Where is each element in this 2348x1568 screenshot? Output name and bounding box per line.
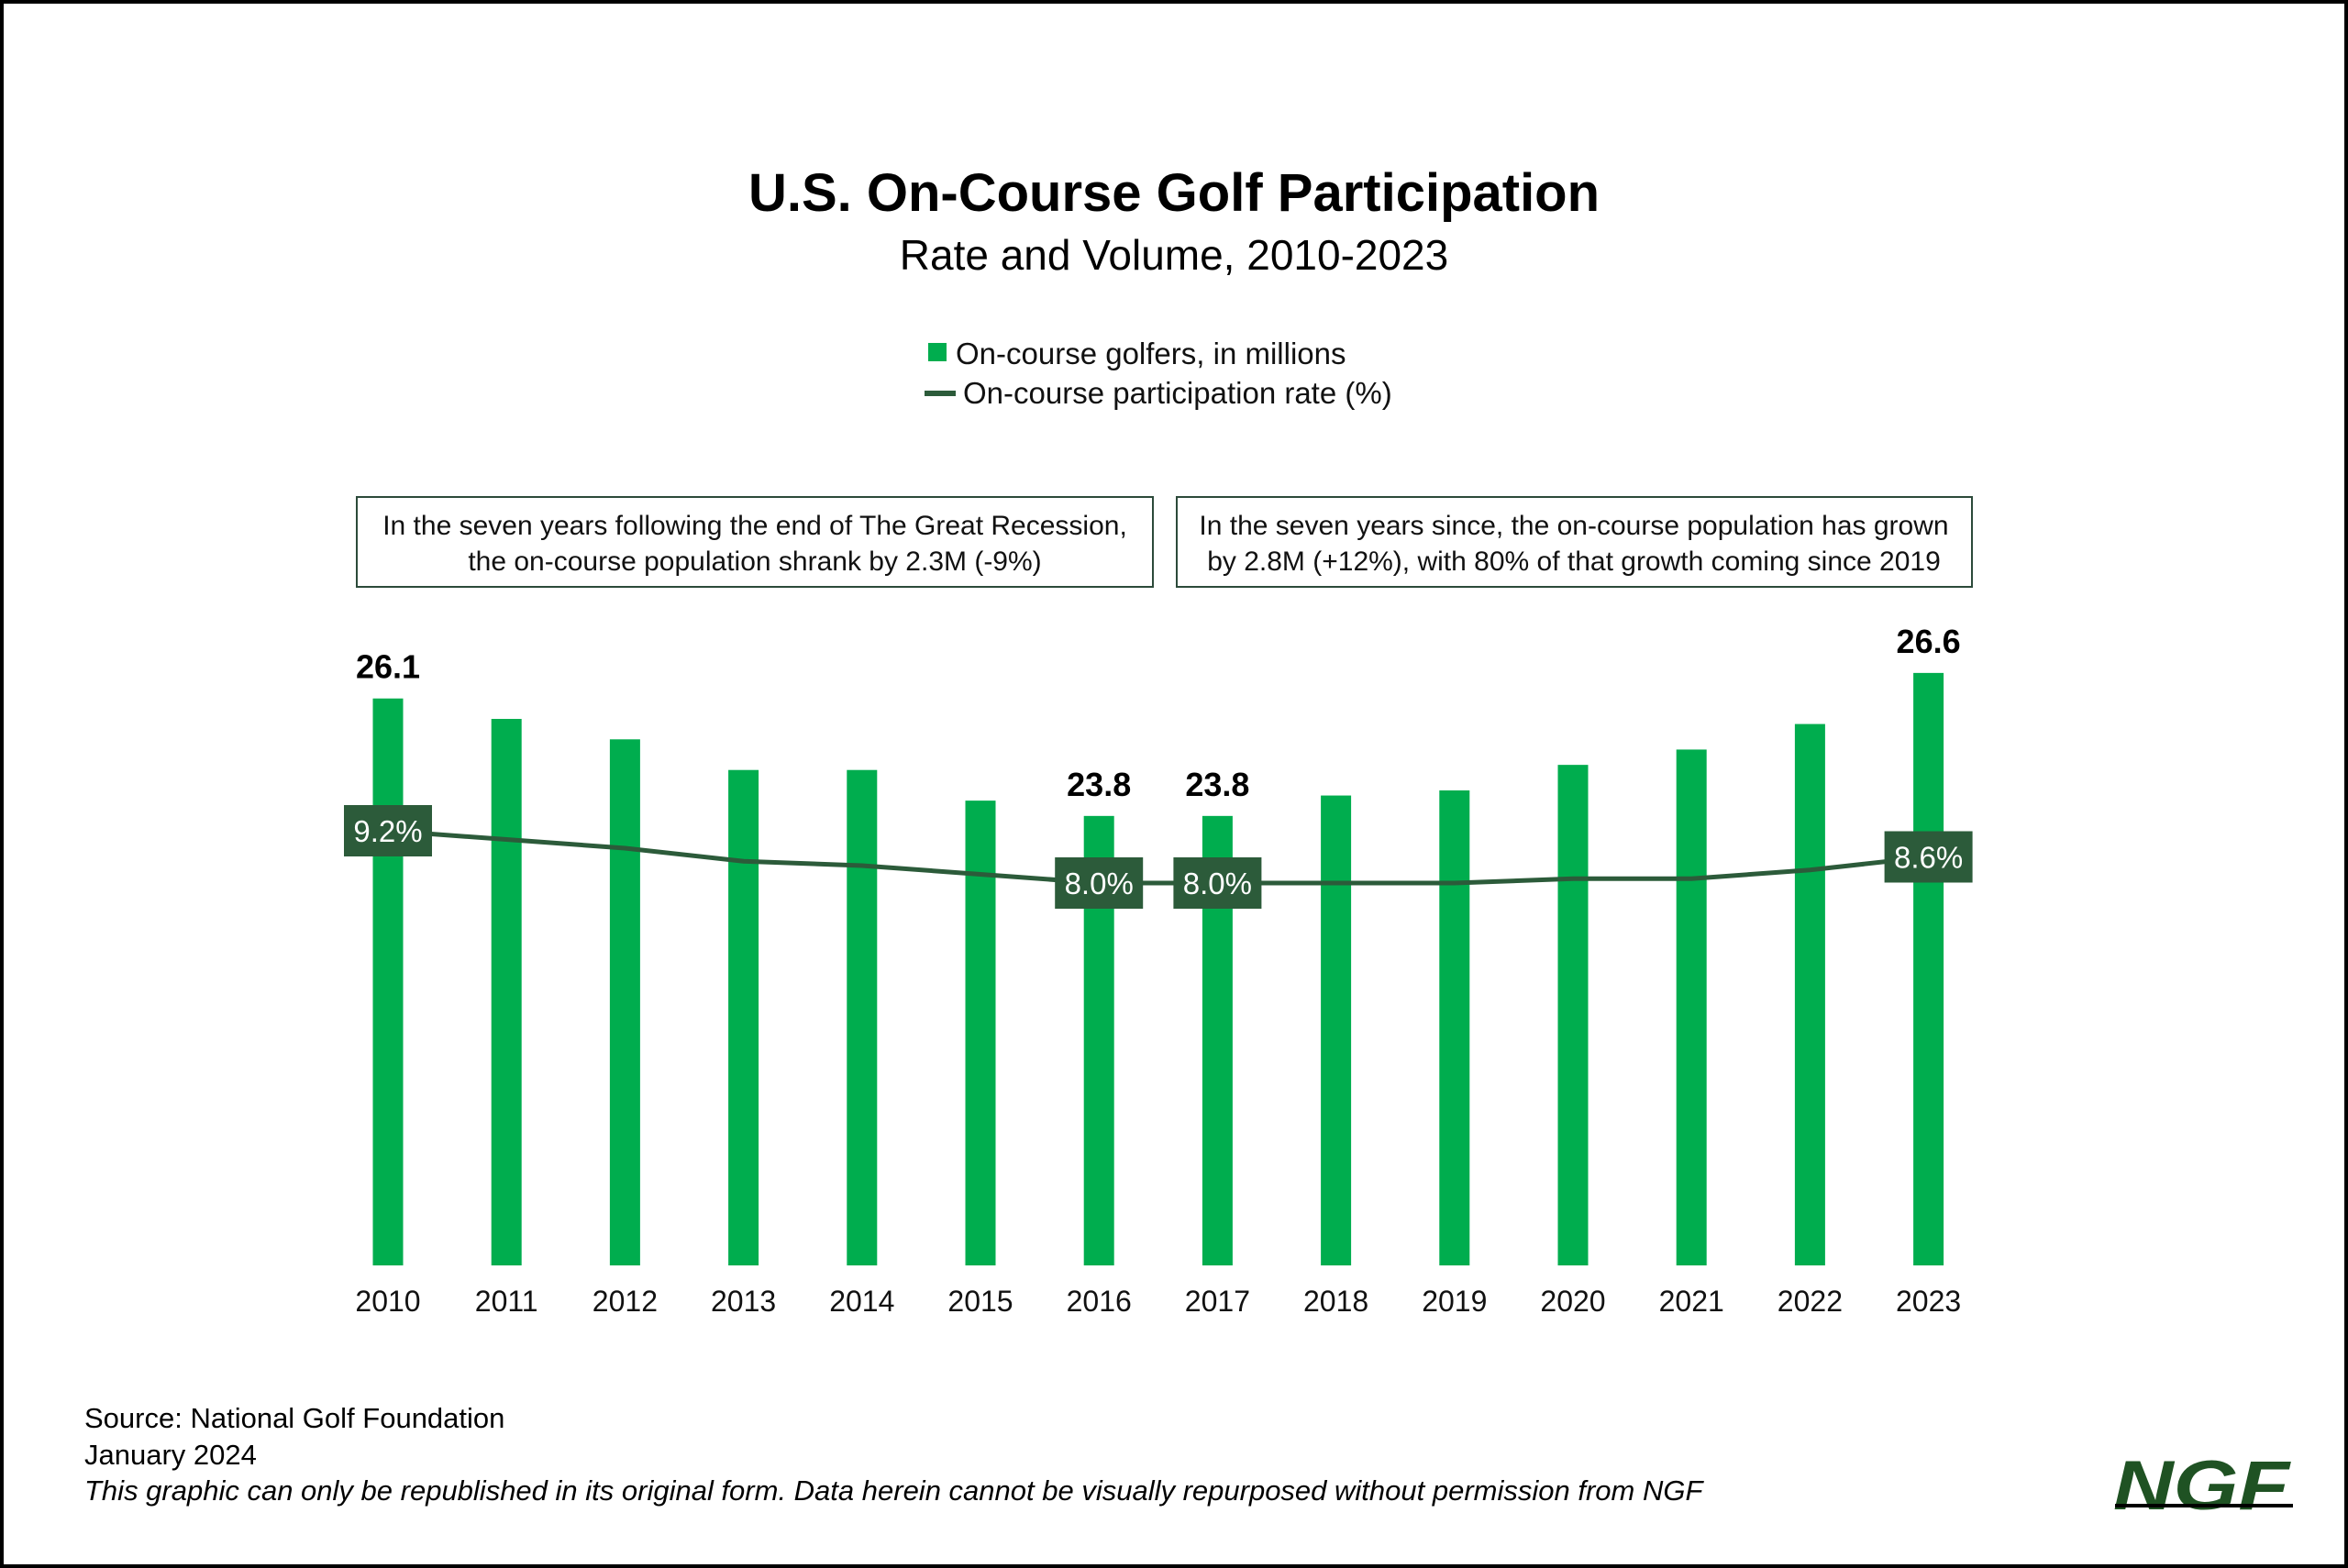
x-tick-label: 2021: [1659, 1285, 1724, 1318]
bar-2012: [609, 739, 640, 1265]
rate-label-box: [1173, 857, 1262, 909]
source-label: Source: [84, 1402, 174, 1434]
rate-value-label: 9.2%: [353, 814, 422, 848]
bar-series: [372, 672, 1944, 1265]
x-tick-label: 2015: [947, 1285, 1013, 1318]
legend: On-course golfers, in millions On-course…: [925, 337, 1392, 410]
annotation-line: by 2.8M (+12%), with 80% of that growth …: [1207, 547, 1941, 577]
annotation-box-growth: In the seven years since, the on-course …: [1176, 496, 1973, 588]
source-value: : National Golf Foundation: [174, 1402, 504, 1434]
logo-underline: [2115, 1504, 2293, 1507]
rate-line: [387, 828, 1929, 886]
bar-value-label: 26.6: [1897, 623, 1961, 660]
rate-label-box: [1055, 857, 1144, 909]
rate-label-box: [1884, 831, 1973, 883]
x-tick-label: 2023: [1896, 1285, 1961, 1318]
x-tick-label: 2019: [1422, 1285, 1487, 1318]
bar-2022: [1794, 723, 1825, 1265]
legend-line-swatch: [925, 391, 956, 396]
bar-2011: [491, 719, 522, 1265]
date-text: January 2024: [84, 1439, 257, 1471]
legend-label-golfers: On-course golfers, in millions: [956, 337, 1346, 370]
annotation-line: the on-course population shrank by 2.3M …: [468, 547, 1041, 577]
bar-value-label: 23.8: [1067, 766, 1131, 803]
bar-2018: [1321, 795, 1352, 1265]
x-tick-label: 2014: [829, 1285, 894, 1318]
x-tick-label: 2018: [1303, 1285, 1368, 1318]
legend-bar-swatch: [928, 343, 947, 361]
permission-note: This graphic can only be republished in …: [84, 1474, 1704, 1507]
bar-2010: [372, 698, 404, 1265]
rate-label-box: [344, 805, 432, 856]
chart-title: U.S. On-Course Golf Participation: [748, 163, 1600, 223]
ngf-logo: NGF: [2113, 1447, 2293, 1525]
footer: Source: National Golf Foundation January…: [84, 1402, 1704, 1507]
bar-2021: [1676, 749, 1707, 1265]
bar-2019: [1439, 790, 1470, 1265]
x-tick-label: 2020: [1540, 1285, 1605, 1318]
bar-2020: [1557, 765, 1589, 1265]
x-axis: 2010 2011 2012 2013 2014 2015 2016 2017 2018 2019…: [355, 1285, 1961, 1318]
chart-subtitle: Rate and Volume, 2010-2023: [900, 231, 1448, 279]
x-tick-label: 2013: [711, 1285, 776, 1318]
x-tick-label: 2011: [475, 1285, 538, 1318]
x-tick-label: 2022: [1778, 1285, 1843, 1318]
x-tick-label: 2010: [355, 1285, 420, 1318]
rate-value-label: 8.0%: [1183, 867, 1252, 900]
bar-2014: [847, 769, 878, 1265]
bar-2015: [965, 801, 996, 1265]
annotation-line: In the seven years since, the on-course …: [1199, 511, 1948, 541]
annotation-box-recession: In the seven years following the end of …: [356, 496, 1154, 588]
bar-2013: [728, 769, 759, 1265]
data-labels: 26.1 9.2% 23.8 8.0% 23.8 8.0% 26.6 8.6%: [344, 623, 1973, 909]
x-tick-label: 2012: [593, 1285, 658, 1318]
bar-value-label: 26.1: [356, 648, 420, 686]
bar-2023: [1913, 672, 1944, 1265]
x-tick-label: 2016: [1067, 1285, 1132, 1318]
logo-text: NGF: [2113, 1447, 2292, 1525]
annotation-line: In the seven years following the end of …: [382, 511, 1127, 541]
bar-value-label: 23.8: [1185, 766, 1249, 803]
rate-value-label: 8.0%: [1065, 867, 1134, 900]
rate-value-label: 8.6%: [1894, 841, 1963, 875]
legend-label-rate: On-course participation rate (%): [963, 376, 1392, 410]
source-text: Source: National Golf Foundation: [84, 1402, 504, 1434]
x-tick-label: 2017: [1185, 1285, 1250, 1318]
